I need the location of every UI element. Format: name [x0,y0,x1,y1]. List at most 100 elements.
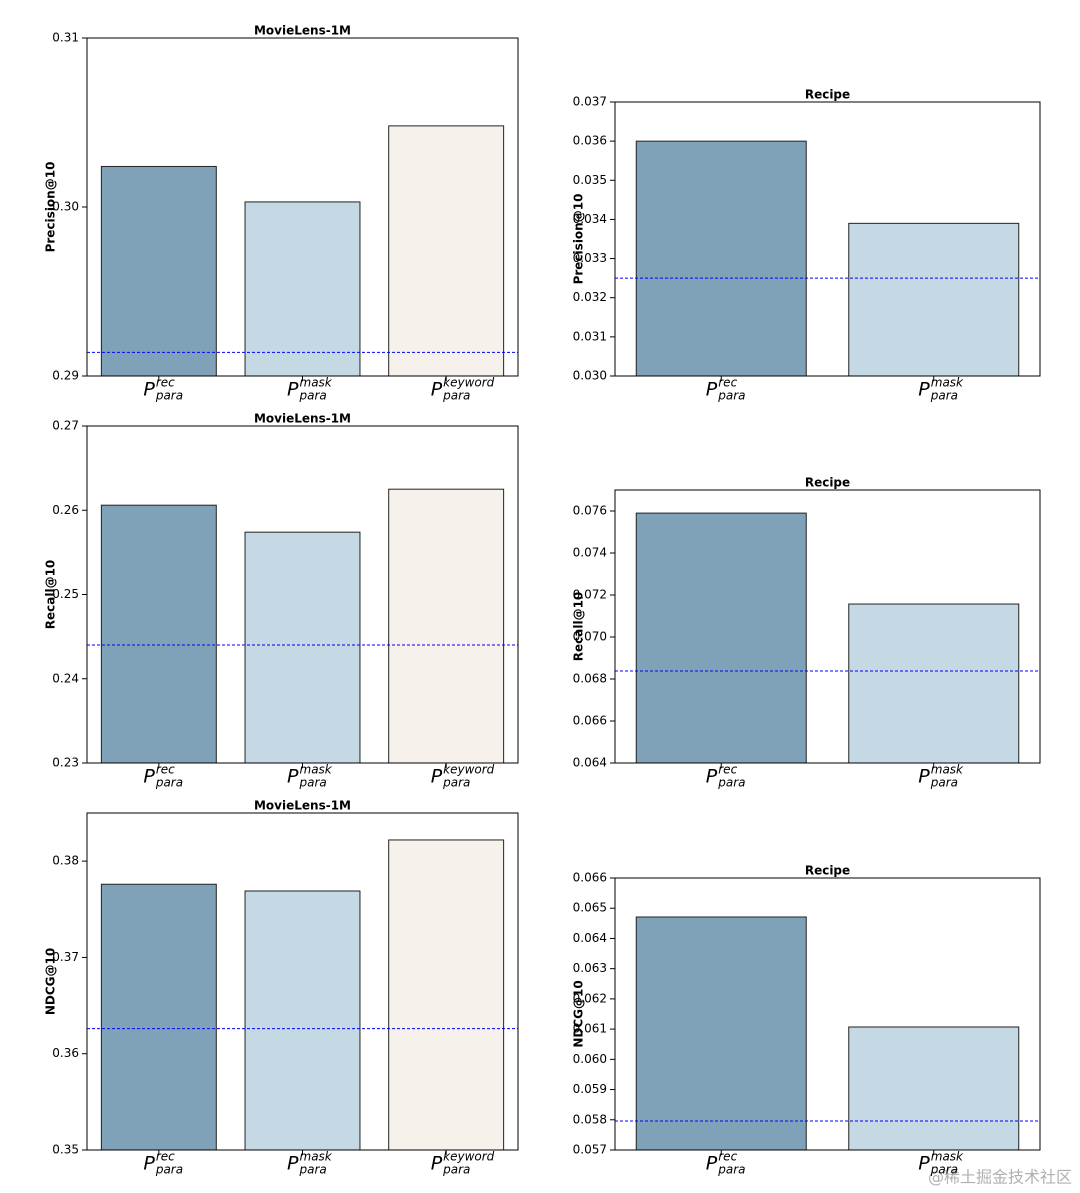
y-tick-label: 0.061 [573,1022,607,1036]
x-tick-label-base: P [287,766,299,788]
x-tick-label-sub: para [930,1163,958,1177]
y-tick-label: 0.23 [52,756,79,770]
chart-title: Recipe [805,864,850,878]
x-tick-label-sub: para [442,1163,470,1177]
bar [635,512,807,764]
x-tick-label-base: P [143,379,155,401]
x-tick-label-sub: para [299,776,327,790]
plot-frame [86,425,519,764]
y-tick-label: 0.063 [573,961,607,975]
x-tick-label-base: P [918,1153,930,1175]
y-tick-label: 0.065 [573,901,607,915]
y-tick-label: 0.058 [573,1112,607,1126]
bar [848,1026,1020,1151]
x-tick-label-base: P [431,1153,443,1175]
bar [848,603,1020,764]
x-tick-label-sup: rec [156,763,175,777]
y-axis-label: Precision@10 [572,194,586,285]
x-tick-label-base: P [143,1153,155,1175]
y-tick-label: 0.036 [573,134,607,148]
x-tick-label-sup: mask [300,376,333,390]
y-tick-label: 0.24 [52,671,79,685]
y-tick-label: 0.26 [52,503,79,517]
y-axis-label: NDCG@10 [44,948,58,1015]
x-tick-label-base: P [918,766,930,788]
watermark: @稀土掘金技术社区 [928,1168,1072,1187]
x-tick-label-sub: para [155,776,183,790]
x-tick-label-sup: mask [931,1150,964,1164]
y-tick-label: 0.076 [573,504,607,518]
y-tick-label: 0.057 [573,1143,607,1157]
y-tick-label: 0.059 [573,1082,607,1096]
x-tick-label-base: P [706,766,718,788]
y-axis-label: Recall@10 [44,560,58,630]
x-tick-label-sub: para [299,1163,327,1177]
y-tick-label: 0.068 [573,672,607,686]
bar [100,504,217,764]
x-tick-label-base: P [918,379,930,401]
x-tick-label-base: P [706,379,718,401]
x-tick-label-sup: mask [931,763,964,777]
y-tick-label: 0.30 [52,200,79,214]
bar [388,125,505,377]
plot-frame [614,101,1041,377]
x-tick-label-sub: para [442,389,470,403]
bar [388,488,505,764]
x-tick-label-sup: keyword [443,1150,495,1164]
y-tick-label: 0.064 [573,756,607,770]
x-tick-label-sub: para [930,776,958,790]
bar [100,883,217,1151]
x-tick-label-base: P [287,379,299,401]
y-tick-label: 0.27 [52,419,79,433]
y-tick-label: 0.070 [573,630,607,644]
bar [244,531,361,764]
y-tick-label: 0.062 [573,991,607,1005]
chart-title: Recipe [805,476,850,490]
y-tick-label: 0.034 [573,212,607,226]
x-tick-label-sub: para [930,389,958,403]
y-tick-label: 0.31 [52,31,79,45]
x-tick-label-sup: keyword [443,763,495,777]
x-tick-label-base: P [431,766,443,788]
x-tick-label-sup: rec [718,376,737,390]
x-tick-label-sub: para [717,389,745,403]
y-tick-label: 0.074 [573,546,607,560]
chart-title: MovieLens-1M [254,799,351,813]
bar [244,201,361,377]
bar [635,140,807,377]
plot-frame [614,877,1041,1151]
y-tick-label: 0.37 [52,950,79,964]
x-tick-label-sup: rec [156,376,175,390]
x-tick-label-base: P [143,766,155,788]
bar [848,222,1020,377]
y-tick-label: 0.033 [573,251,607,265]
y-tick-label: 0.35 [52,1143,79,1157]
y-tick-label: 0.032 [573,290,607,304]
y-axis-label: NDCG@10 [572,980,586,1047]
x-tick-label-sub: para [155,389,183,403]
y-tick-label: 0.064 [573,931,607,945]
bar [635,916,807,1151]
plot-frame [614,489,1041,764]
y-tick-label: 0.066 [573,714,607,728]
x-tick-label-sup: mask [300,1150,333,1164]
plot-frame [86,37,519,377]
y-tick-label: 0.25 [52,587,79,601]
y-axis-label: Recall@10 [572,592,586,662]
x-tick-label-sub: para [717,776,745,790]
x-tick-label-sub: para [442,776,470,790]
x-tick-label-sup: rec [156,1150,175,1164]
x-tick-label-base: P [431,379,443,401]
x-tick-label-sub: para [155,1163,183,1177]
y-tick-label: 0.030 [573,369,607,383]
chart-title: Recipe [805,88,850,102]
bar [244,890,361,1151]
bar [100,165,217,377]
y-tick-label: 0.037 [573,95,607,109]
x-tick-label-sup: mask [300,763,333,777]
x-tick-label-base: P [287,1153,299,1175]
plot-frame [86,812,519,1151]
x-tick-label-sup: rec [718,763,737,777]
chart-title: MovieLens-1M [254,24,351,38]
y-tick-label: 0.031 [573,329,607,343]
